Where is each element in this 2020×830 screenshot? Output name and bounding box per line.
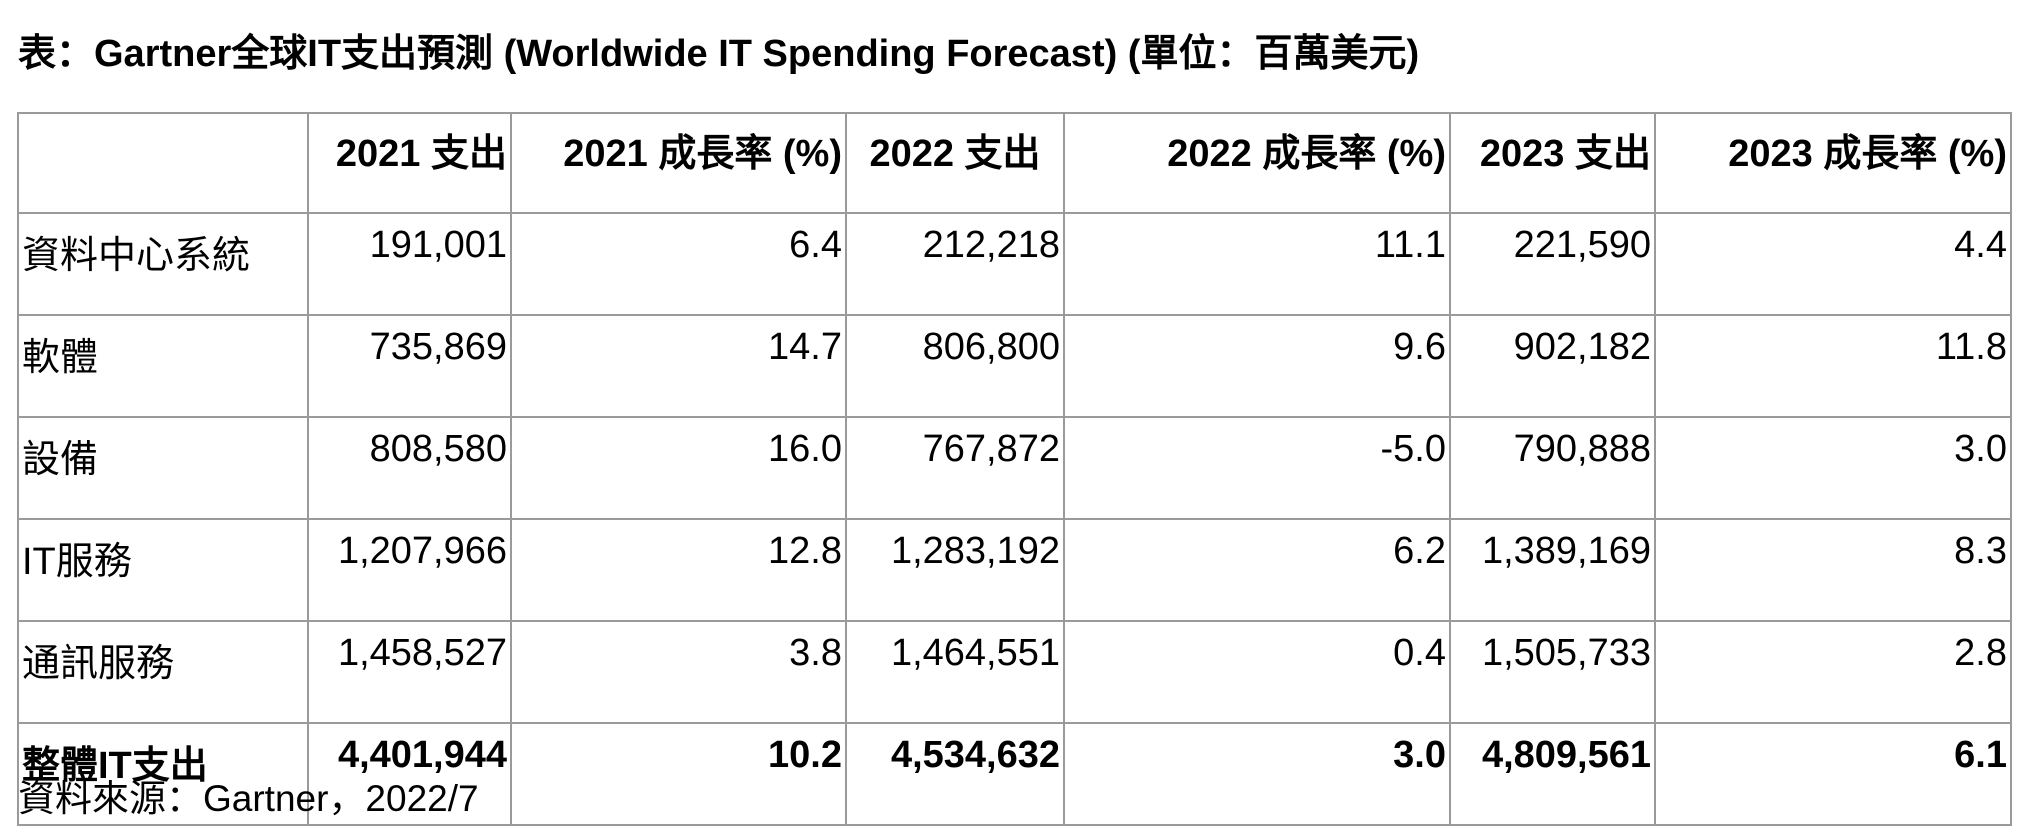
growth-2021-cell: 16.0	[510, 416, 847, 520]
row-label-cell: 設備	[17, 416, 309, 520]
spending-2022-cell: 1,283,192	[845, 518, 1065, 622]
column-header-2023-spending: 2023 支出	[1449, 112, 1656, 214]
spending-2022-cell: 212,218	[845, 212, 1065, 316]
it-spending-table: 2021 支出 2021 成長率 (%) 2022 支出 2022 成長率 (%…	[17, 112, 2012, 826]
row-label-cell: 資料中心系統	[17, 212, 309, 316]
growth-2022-cell: 3.0	[1063, 722, 1451, 826]
spending-2022-cell: 1,464,551	[845, 620, 1065, 724]
growth-2022-cell: 9.6	[1063, 314, 1451, 418]
growth-2023-cell: 6.1	[1654, 722, 2012, 826]
table-row-devices: 設備 808,580 16.0 767,872 -5.0 790,888 3.0	[17, 416, 2012, 520]
row-label-cell: IT服務	[17, 518, 309, 622]
growth-2021-cell: 14.7	[510, 314, 847, 418]
spending-2023-cell: 790,888	[1449, 416, 1656, 520]
column-header-2022-growth: 2022 成長率 (%)	[1063, 112, 1451, 214]
growth-2023-cell: 11.8	[1654, 314, 2012, 418]
spending-2023-cell: 4,809,561	[1449, 722, 1656, 826]
growth-2022-cell: 0.4	[1063, 620, 1451, 724]
growth-2021-cell: 12.8	[510, 518, 847, 622]
column-header-2023-growth: 2023 成長率 (%)	[1654, 112, 2012, 214]
source-note: 資料來源：Gartner，2022/7	[18, 778, 479, 819]
growth-2021-cell: 6.4	[510, 212, 847, 316]
growth-2021-cell: 3.8	[510, 620, 847, 724]
growth-2022-cell: 11.1	[1063, 212, 1451, 316]
growth-2022-cell: -5.0	[1063, 416, 1451, 520]
growth-2022-cell: 6.2	[1063, 518, 1451, 622]
table-row-it-services: IT服務 1,207,966 12.8 1,283,192 6.2 1,389,…	[17, 518, 2012, 622]
page-title: 表：Gartner全球IT支出預測 (Worldwide IT Spending…	[18, 33, 1420, 75]
growth-2023-cell: 2.8	[1654, 620, 2012, 724]
spending-2021-cell: 1,207,966	[307, 518, 512, 622]
spending-2022-cell: 4,534,632	[845, 722, 1065, 826]
row-label-cell: 軟體	[17, 314, 309, 418]
growth-2023-cell: 3.0	[1654, 416, 2012, 520]
spending-2023-cell: 902,182	[1449, 314, 1656, 418]
spending-2022-cell: 767,872	[845, 416, 1065, 520]
spending-2021-cell: 191,001	[307, 212, 512, 316]
table-header-row: 2021 支出 2021 成長率 (%) 2022 支出 2022 成長率 (%…	[17, 112, 2012, 214]
row-label-cell: 通訊服務	[17, 620, 309, 724]
spending-2021-cell: 735,869	[307, 314, 512, 418]
growth-2023-cell: 4.4	[1654, 212, 2012, 316]
spending-2021-cell: 1,458,527	[307, 620, 512, 724]
table-row-overall-it-spending: 整體IT支出 4,401,944 10.2 4,534,632 3.0 4,80…	[17, 722, 2012, 826]
column-header-2021-spending: 2021 支出	[307, 112, 512, 214]
row-label-cell: 整體IT支出	[17, 722, 309, 826]
column-header-category	[17, 112, 309, 214]
column-header-2022-spending: 2022 支出	[845, 112, 1065, 214]
spending-2023-cell: 1,389,169	[1449, 518, 1656, 622]
spending-2022-cell: 806,800	[845, 314, 1065, 418]
growth-2021-cell: 10.2	[510, 722, 847, 826]
table-row-software: 軟體 735,869 14.7 806,800 9.6 902,182 11.8	[17, 314, 2012, 418]
table-row-data-center-systems: 資料中心系統 191,001 6.4 212,218 11.1 221,590 …	[17, 212, 2012, 316]
table-row-communications-services: 通訊服務 1,458,527 3.8 1,464,551 0.4 1,505,7…	[17, 620, 2012, 724]
spending-2021-cell: 808,580	[307, 416, 512, 520]
column-header-2021-growth: 2021 成長率 (%)	[510, 112, 847, 214]
spending-2023-cell: 221,590	[1449, 212, 1656, 316]
spending-2023-cell: 1,505,733	[1449, 620, 1656, 724]
spending-2021-cell: 4,401,944	[307, 722, 512, 826]
growth-2023-cell: 8.3	[1654, 518, 2012, 622]
